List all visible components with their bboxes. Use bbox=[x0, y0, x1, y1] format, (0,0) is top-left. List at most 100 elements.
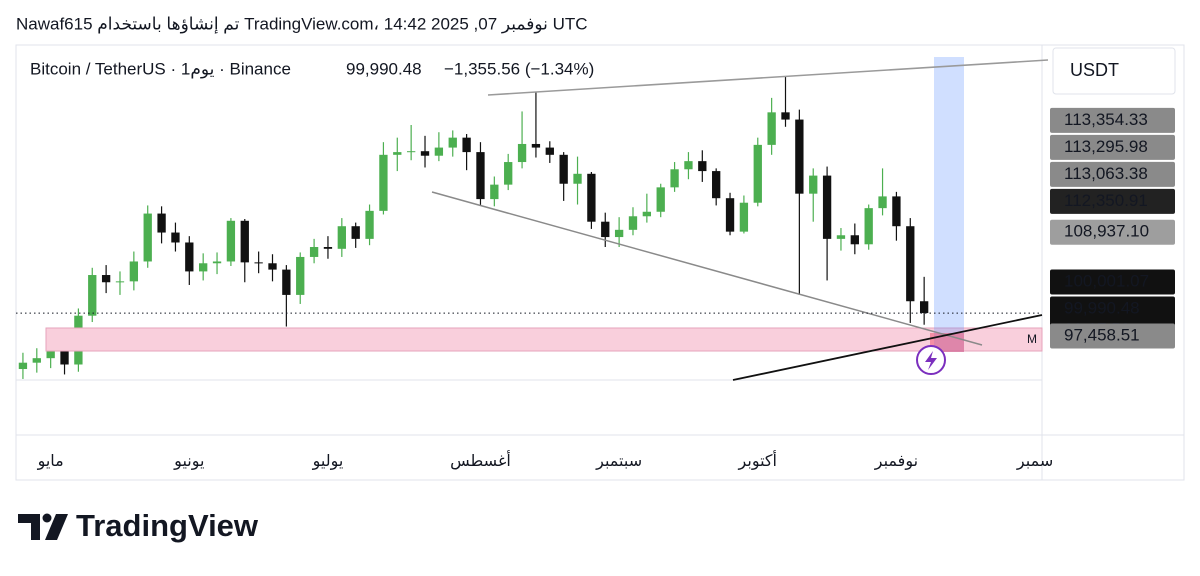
candle-body bbox=[462, 137, 471, 153]
x-tick-label: سبتمبر bbox=[595, 453, 642, 471]
candle-body bbox=[379, 154, 388, 211]
drawings: M bbox=[45, 57, 1049, 381]
change: −1,355.56 (−1.34%) bbox=[444, 59, 594, 78]
candle-body bbox=[850, 235, 859, 245]
trend-line bbox=[732, 314, 1043, 381]
x-tick-label: يوليو bbox=[312, 453, 344, 471]
brand-logo: TradingView bbox=[18, 508, 259, 543]
candle-body bbox=[892, 196, 901, 227]
candle-body bbox=[919, 301, 929, 314]
x-tick-label: مايو bbox=[37, 453, 64, 471]
candle-body bbox=[490, 184, 499, 200]
candle-body bbox=[614, 229, 624, 238]
candle-body bbox=[628, 216, 638, 230]
candle-body bbox=[656, 187, 665, 212]
x-tick-label: يونيو bbox=[173, 453, 204, 471]
price-label: 100,001.07 bbox=[1064, 271, 1149, 290]
candle-body bbox=[573, 173, 582, 184]
price-label-box bbox=[1050, 107, 1175, 133]
x-tick-label: أغسطس bbox=[450, 450, 511, 471]
candle-body bbox=[836, 235, 846, 239]
candle-body bbox=[864, 208, 873, 245]
price-label-box bbox=[1050, 323, 1175, 349]
price-label: 113,063.38 bbox=[1064, 164, 1148, 183]
candle-body bbox=[878, 196, 887, 209]
candle-body bbox=[393, 152, 402, 155]
candle-body bbox=[906, 226, 915, 302]
candle-body bbox=[822, 175, 832, 239]
candle-body bbox=[337, 226, 346, 249]
candle-body bbox=[199, 263, 208, 272]
candle-body bbox=[448, 137, 457, 148]
candle-body bbox=[587, 173, 596, 222]
candle-body bbox=[642, 211, 652, 217]
candle-body bbox=[545, 147, 554, 155]
candle-body bbox=[531, 143, 541, 148]
x-tick-label: أكتوبر bbox=[738, 450, 777, 471]
currency: USDT bbox=[1070, 60, 1119, 80]
x-tick-label: سمبر bbox=[1016, 453, 1053, 471]
chart-frame bbox=[15, 44, 1185, 481]
candle-body bbox=[420, 151, 430, 156]
candle-body bbox=[781, 112, 790, 120]
candle-body bbox=[795, 119, 804, 194]
price-label: 97,458.51 bbox=[1064, 325, 1140, 344]
logo-part bbox=[45, 514, 68, 540]
candle-body bbox=[698, 161, 707, 172]
candle-body bbox=[282, 269, 291, 295]
candle-body bbox=[296, 256, 305, 295]
logo-part bbox=[18, 514, 40, 540]
candle-body bbox=[157, 213, 166, 233]
candle-body bbox=[18, 362, 28, 370]
candle-body bbox=[670, 169, 679, 188]
price-label-box bbox=[1050, 161, 1175, 187]
candle-body bbox=[504, 162, 513, 185]
candle-body bbox=[559, 154, 568, 184]
logo-part bbox=[42, 513, 52, 523]
candle-body bbox=[476, 152, 485, 200]
price-label: 113,354.33 bbox=[1064, 110, 1148, 129]
price-label: 112,350.91 bbox=[1064, 191, 1148, 210]
candle-body bbox=[88, 275, 97, 316]
candle-body bbox=[309, 247, 319, 257]
range-band bbox=[934, 57, 964, 352]
last-price: 99,990.48 bbox=[346, 59, 422, 78]
candle-body bbox=[240, 220, 249, 263]
candle-body bbox=[115, 281, 125, 283]
candle-body bbox=[254, 262, 263, 264]
candle-body bbox=[212, 261, 222, 264]
zone bbox=[45, 327, 1043, 352]
candle-body bbox=[809, 175, 818, 194]
trend-line bbox=[431, 191, 983, 346]
candle-body bbox=[171, 232, 180, 243]
symbol: Bitcoin / TetherUS · 1يوم · Binance bbox=[30, 59, 291, 78]
candle-body bbox=[684, 161, 693, 170]
price-label: 108,937.10 bbox=[1064, 222, 1149, 241]
brand: TradingView bbox=[76, 508, 259, 543]
price-label-box bbox=[1050, 269, 1175, 295]
candle-body bbox=[517, 143, 527, 163]
candle-body bbox=[753, 144, 762, 203]
candle-body bbox=[32, 358, 41, 363]
candle-body bbox=[129, 261, 139, 282]
candle-body bbox=[60, 341, 69, 365]
candle-body bbox=[101, 275, 111, 283]
candle-body bbox=[185, 242, 194, 272]
event-icon-bolt bbox=[925, 351, 937, 370]
zone-label: M bbox=[1027, 332, 1037, 346]
candle-body bbox=[406, 151, 416, 153]
candle-body bbox=[365, 210, 374, 239]
candle-body bbox=[601, 221, 610, 238]
currency-box[interactable] bbox=[1052, 47, 1176, 95]
candle-body bbox=[739, 202, 749, 232]
price-label: 99,990.48 bbox=[1064, 298, 1140, 317]
candle-body bbox=[323, 247, 333, 249]
candle-body bbox=[434, 147, 444, 156]
price-label: 113,295.98 bbox=[1064, 137, 1148, 156]
header: Nawaf615 تم إنشاؤها باستخدام TradingView… bbox=[16, 14, 588, 34]
price-label-box bbox=[1050, 188, 1175, 214]
candle-body bbox=[143, 213, 152, 262]
candle-body bbox=[351, 226, 360, 239]
candle-body bbox=[226, 220, 236, 262]
